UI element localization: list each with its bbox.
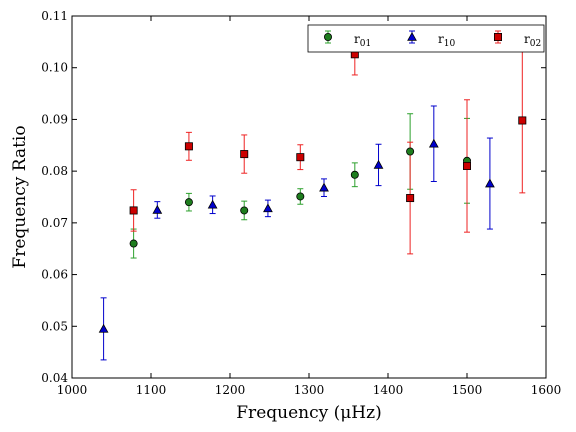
x-tick-label: 1000 <box>57 383 88 397</box>
data-point <box>152 204 163 214</box>
data-point <box>207 199 218 209</box>
x-tick-label: 1400 <box>373 383 404 397</box>
data-point <box>129 206 138 215</box>
legend-label-r01: r01 <box>354 32 371 49</box>
legend-label-subscript: 10 <box>444 39 456 49</box>
legend-label-base: r <box>438 32 444 46</box>
y-tick-label: 0.05 <box>41 319 68 333</box>
plot-frame <box>71 15 547 379</box>
y-tick-label: 0.04 <box>41 371 68 385</box>
legend-label-r10: r10 <box>438 32 455 49</box>
data-point <box>518 116 527 125</box>
y-tick-label: 0.10 <box>41 61 68 75</box>
data-point <box>462 161 471 170</box>
legend-label-subscript: 02 <box>530 39 541 49</box>
data-point <box>240 150 249 159</box>
legend-label-base: r <box>354 32 360 46</box>
x-tick-label: 1500 <box>452 383 483 397</box>
data-point <box>296 192 305 201</box>
y-tick-label: 0.11 <box>41 9 68 23</box>
series-r01 <box>130 113 470 259</box>
data-point <box>129 239 138 248</box>
legend-label-r02: r02 <box>524 32 541 49</box>
x-axis: 1000 1100 1200 1300 1400 1500 1600 <box>57 16 562 397</box>
data-point <box>350 170 359 179</box>
series-r10-markers <box>98 138 495 333</box>
legend-marker <box>323 33 332 42</box>
y-tick-label: 0.09 <box>41 112 68 126</box>
x-tick-label: 1100 <box>136 383 167 397</box>
data-point <box>428 138 439 148</box>
legend: r01 r10 r02 <box>307 24 545 53</box>
data-point <box>319 182 329 192</box>
legend-marker <box>407 31 417 41</box>
data-layer <box>98 33 527 361</box>
legend-label-base: r <box>524 32 530 46</box>
y-tick-label: 0.07 <box>41 216 68 230</box>
data-point <box>406 147 415 156</box>
series-r02-markers <box>129 50 527 215</box>
legend-marker <box>493 33 502 42</box>
data-point <box>406 194 415 203</box>
x-tick-label: 1600 <box>531 383 562 397</box>
y-axis-label: Frequency Ratio <box>10 125 30 268</box>
data-point <box>263 203 273 213</box>
data-point <box>98 323 109 333</box>
data-point <box>373 159 384 169</box>
y-axis: 0.04 0.05 0.06 0.07 0.08 0.09 0.10 0.11 <box>41 9 546 385</box>
data-point <box>485 178 495 188</box>
x-axis-label: Frequency (μHz) <box>236 403 381 423</box>
y-tick-label: 0.08 <box>41 164 68 178</box>
data-point <box>184 142 193 151</box>
legend-label-subscript: 01 <box>360 39 371 49</box>
data-point <box>184 198 193 207</box>
legend-frame <box>307 24 545 53</box>
data-point <box>240 206 249 215</box>
data-point <box>296 153 305 162</box>
y-tick-label: 0.06 <box>41 268 68 282</box>
x-tick-label: 1200 <box>215 383 246 397</box>
x-tick-label: 1300 <box>294 383 325 397</box>
